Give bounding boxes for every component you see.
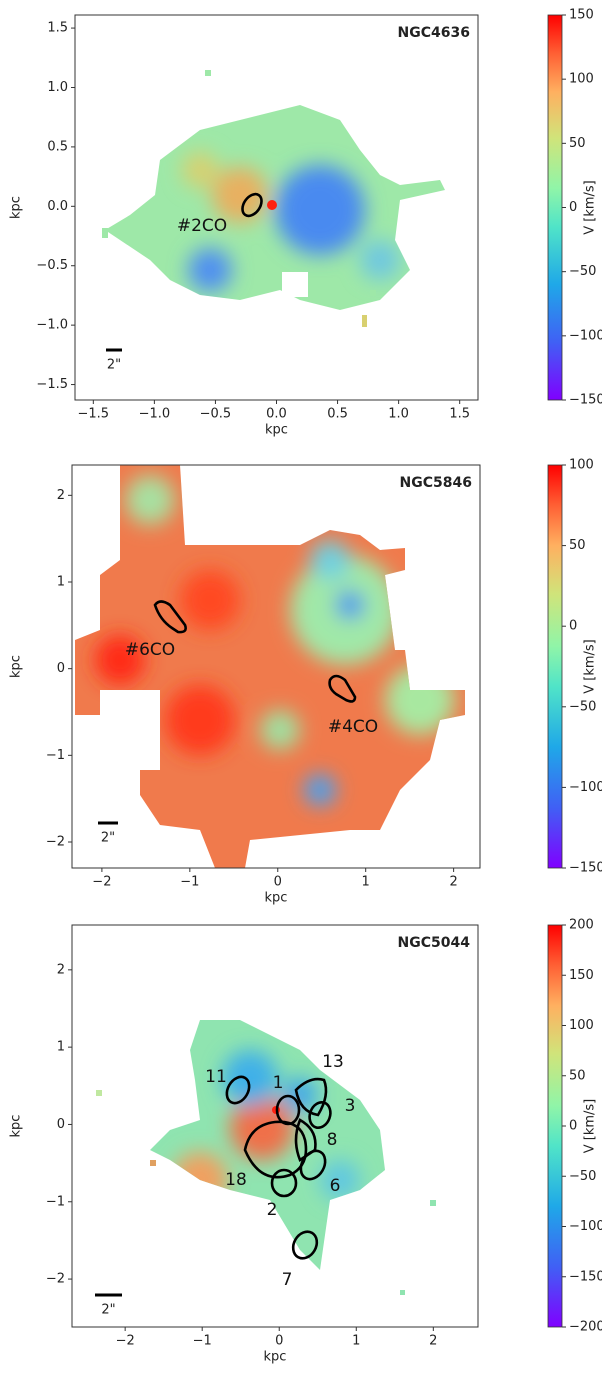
region-label: #6CO — [125, 640, 175, 660]
chart-title: NGC4636 — [398, 25, 470, 41]
y-tick-label: 1.0 — [47, 80, 68, 95]
region-label: #4CO — [328, 717, 378, 737]
y-tick-label: 0 — [57, 661, 65, 676]
colorbar-tick-label: −100 — [569, 780, 602, 795]
x-axis-label: kpc — [265, 423, 288, 438]
y-tick-label: 0.0 — [47, 199, 68, 214]
y-axis-label: kpc — [9, 196, 24, 219]
x-tick-label: 2 — [449, 875, 457, 890]
y-tick-label: 1 — [57, 1040, 65, 1055]
y-tick-label: −0.5 — [36, 258, 68, 273]
y-tick-label: −1 — [46, 748, 65, 763]
x-tick-label: −1 — [180, 875, 199, 890]
x-axis-label: kpc — [264, 1350, 287, 1365]
x-tick-label: 0.5 — [327, 407, 348, 422]
colorbar-label: V [km/s] — [583, 180, 598, 235]
x-tick-label: −1.5 — [78, 407, 110, 422]
y-tick-label: 0 — [57, 1117, 65, 1132]
region-label: 8 — [327, 1130, 338, 1150]
colorbar-tick-label: −50 — [569, 699, 596, 714]
y-tick-label: 0.5 — [47, 139, 68, 154]
colorbar-tick-label: 150 — [569, 8, 594, 23]
y-tick-label: −1 — [46, 1194, 65, 1209]
colorbar-tick-label: 150 — [569, 968, 594, 983]
region-label: 1 — [273, 1073, 284, 1093]
colorbar-label: V [km/s] — [583, 639, 598, 694]
colorbar-tick-label: 50 — [569, 1068, 586, 1083]
y-tick-label: 1.5 — [47, 21, 68, 36]
colorbar-tick-label: 50 — [569, 136, 586, 151]
y-tick-label: −1.5 — [36, 377, 68, 392]
velocity-map — [72, 925, 478, 1327]
colorbar-tick-label: −100 — [569, 1219, 602, 1234]
colorbar — [548, 465, 562, 868]
x-tick-label: 2 — [429, 1334, 437, 1349]
region-label: 3 — [345, 1096, 356, 1116]
x-tick-label: 1.0 — [388, 407, 409, 422]
x-tick-label: 0 — [275, 1334, 283, 1349]
region-label: 2 — [267, 1200, 278, 1220]
region-label: #2CO — [177, 216, 227, 236]
x-tick-label: 0 — [274, 875, 282, 890]
velocity-map — [75, 15, 478, 400]
x-tick-label: −2 — [92, 875, 111, 890]
x-axis-label: kpc — [265, 891, 288, 906]
colorbar-tick-label: 200 — [569, 918, 594, 933]
colorbar-tick-label: −150 — [569, 861, 602, 876]
colorbar — [548, 925, 562, 1327]
colorbar-tick-label: 100 — [569, 458, 594, 473]
y-tick-label: −1.0 — [36, 318, 68, 333]
x-tick-label: 0.0 — [266, 407, 287, 422]
colorbar-tick-label: −50 — [569, 1169, 596, 1184]
y-tick-label: 2 — [57, 488, 65, 503]
region-label: 18 — [225, 1170, 247, 1190]
y-tick-label: 1 — [57, 575, 65, 590]
x-tick-label: −0.5 — [200, 407, 232, 422]
chart-title: NGC5846 — [400, 475, 472, 491]
region-label: 11 — [205, 1067, 227, 1087]
figure: −1.5 −1.0 −0.5 0.0 0.5 1.0 1.5 −1.5 −1.0 −0.5 0.0 0… — [0, 0, 602, 1383]
colorbar-tick-label: −150 — [569, 393, 602, 408]
x-tick-label: 1.5 — [449, 407, 470, 422]
y-axis-label: kpc — [9, 1115, 24, 1138]
colorbar-tick-label: −100 — [569, 328, 602, 343]
chart-title: NGC5044 — [398, 935, 471, 951]
region-label: 6 — [330, 1176, 341, 1196]
scale-bar-label: 2" — [101, 1303, 115, 1318]
x-tick-label: −1 — [193, 1334, 212, 1349]
y-axis-label: kpc — [9, 655, 24, 678]
colorbar-tick-label: 50 — [569, 538, 586, 553]
scale-bar-label: 2" — [101, 831, 115, 846]
y-tick-label: −2 — [46, 1272, 65, 1287]
x-tick-label: 1 — [362, 875, 370, 890]
colorbar — [548, 15, 562, 400]
x-tick-label: −2 — [116, 1334, 135, 1349]
y-tick-label: −2 — [46, 835, 65, 850]
x-tick-label: 1 — [352, 1334, 360, 1349]
x-tick-label: −1.0 — [139, 407, 171, 422]
velocity-map — [72, 465, 480, 868]
colorbar-tick-label: 0 — [569, 1119, 577, 1134]
colorbar-tick-label: −200 — [569, 1320, 602, 1335]
region-label: 7 — [282, 1270, 293, 1290]
colorbar-tick-label: −150 — [569, 1269, 602, 1284]
colorbar-tick-label: 100 — [569, 1018, 594, 1033]
region-label: 13 — [322, 1052, 344, 1072]
colorbar-tick-label: −50 — [569, 264, 596, 279]
colorbar-tick-label: 100 — [569, 72, 594, 87]
colorbar-label: V [km/s] — [583, 1099, 598, 1154]
colorbar-tick-label: 0 — [569, 200, 577, 215]
y-tick-label: 2 — [57, 962, 65, 977]
colorbar-tick-label: 0 — [569, 619, 577, 634]
scale-bar-label: 2" — [107, 358, 121, 373]
